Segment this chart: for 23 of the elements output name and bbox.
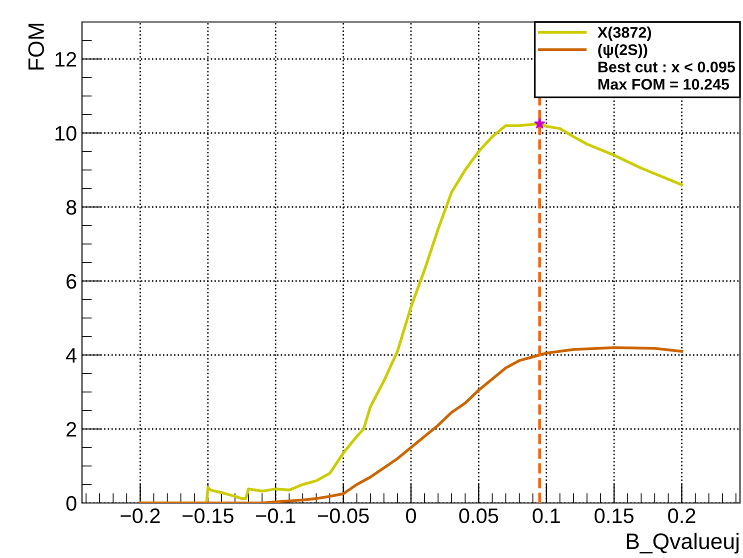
legend-label: (ψ(2S)) [598,44,648,58]
x-tick-label: −0.05 [318,508,369,524]
annotation: Max FOM = 10.245 [598,78,730,90]
line-series [138,346,684,503]
x-tick-label: −0.2 [120,508,160,524]
y-tick-label: 8 [66,200,76,215]
x-tick-label: 0.15 [594,508,634,524]
x-axis-title: B_Qvalueuj [626,532,739,554]
y-tick-label: 10 [56,126,76,141]
y-tick-label: 6 [66,274,76,289]
x-tick-label: 0.1 [532,508,560,524]
x-tick-label: 0.05 [459,508,498,524]
y-tick-label: 4 [66,348,77,363]
annotation: Best cut : x < 0.095 [598,62,735,72]
x-tick-label: −0.15 [182,508,234,524]
x-tick-label: −0.1 [256,508,296,524]
y-tick-label: 2 [66,422,76,437]
x-tick-label: 0.2 [668,508,696,524]
legend-label: X(3872) [598,26,652,41]
y-tick-label: 0 [66,496,76,511]
y-axis-title: FOM [28,24,44,70]
x-tick-label: 0 [406,508,416,524]
y-tick-label: 12 [56,52,76,67]
